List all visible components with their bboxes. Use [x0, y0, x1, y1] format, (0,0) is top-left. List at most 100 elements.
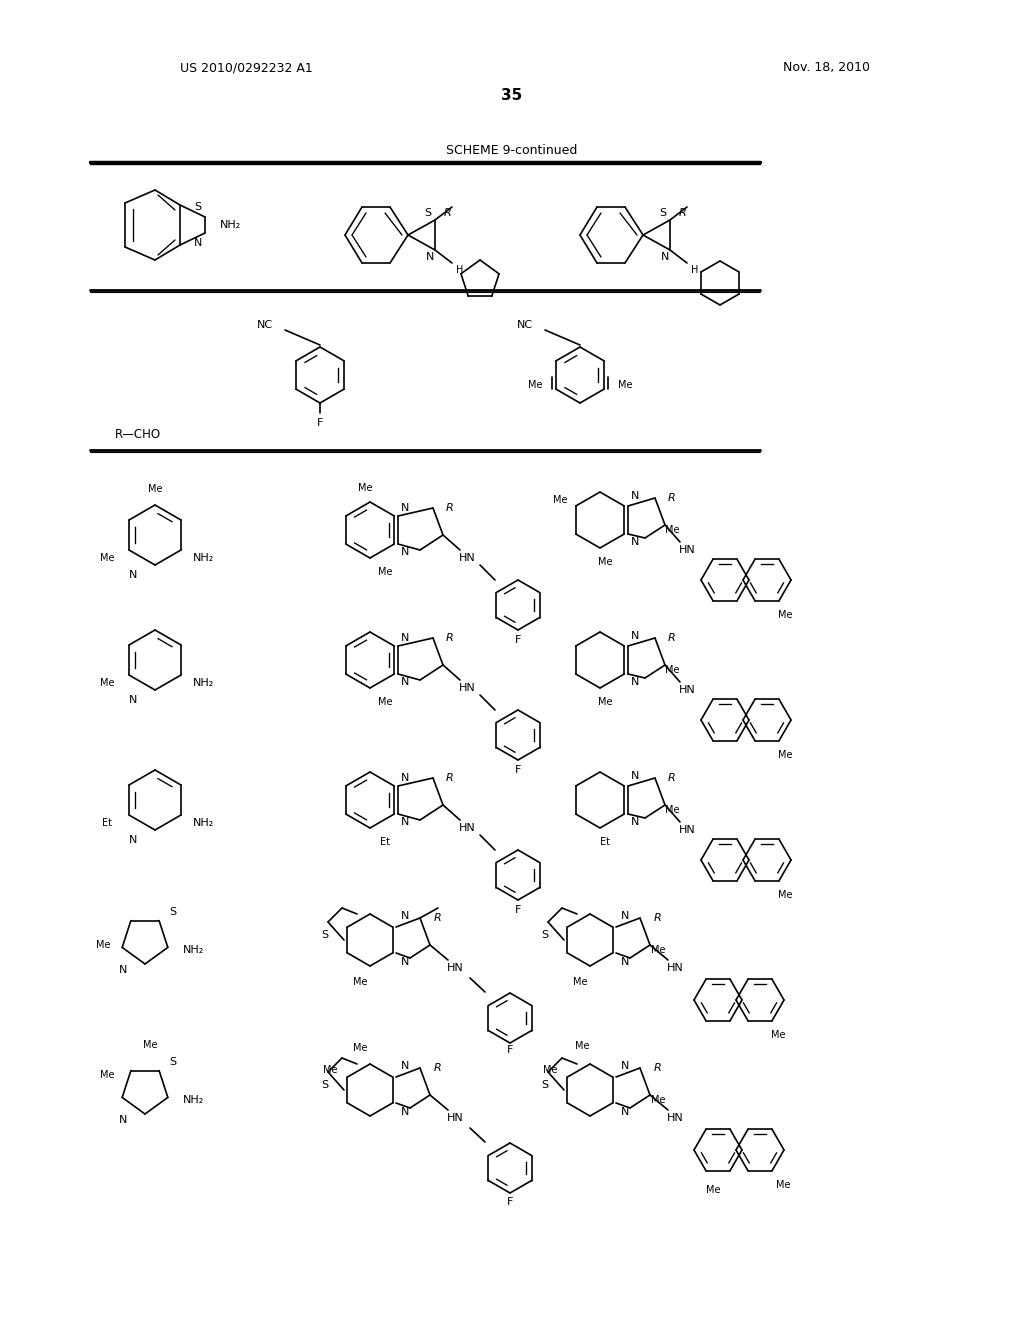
Text: Me: Me — [665, 665, 679, 675]
Text: R: R — [446, 503, 454, 513]
Text: N: N — [129, 836, 137, 845]
Text: N: N — [621, 957, 629, 968]
Text: Me: Me — [650, 945, 666, 954]
Text: N: N — [631, 491, 639, 502]
Text: N: N — [194, 238, 202, 248]
Text: Me: Me — [778, 750, 793, 760]
Text: Me: Me — [665, 805, 679, 814]
Text: Me: Me — [650, 1096, 666, 1105]
Text: NC: NC — [257, 319, 273, 330]
Text: Me: Me — [771, 1030, 785, 1040]
Text: R: R — [654, 1063, 662, 1073]
Text: N: N — [631, 537, 639, 546]
Text: HN: HN — [459, 682, 475, 693]
Text: Me: Me — [323, 1065, 337, 1074]
Text: SCHEME 9-continued: SCHEME 9-continued — [446, 144, 578, 157]
Text: Me: Me — [527, 380, 543, 389]
Text: Me: Me — [378, 568, 392, 577]
Text: N: N — [400, 503, 410, 513]
Text: N: N — [400, 634, 410, 643]
Text: N: N — [400, 957, 410, 968]
Text: Me: Me — [778, 890, 793, 900]
Text: Me: Me — [553, 495, 567, 506]
Text: N: N — [129, 570, 137, 579]
Text: N: N — [129, 696, 137, 705]
Text: S: S — [659, 209, 667, 218]
Text: N: N — [400, 546, 410, 557]
Text: Me: Me — [665, 525, 679, 535]
Text: S: S — [424, 209, 431, 218]
Text: Me: Me — [99, 553, 115, 564]
Text: H: H — [457, 265, 464, 275]
Text: Me: Me — [357, 483, 373, 492]
Text: N: N — [621, 1107, 629, 1117]
Text: NH₂: NH₂ — [183, 1096, 204, 1105]
Text: S: S — [195, 202, 202, 213]
Text: Me: Me — [352, 977, 368, 987]
Text: N: N — [621, 1061, 629, 1071]
Text: Me: Me — [778, 610, 793, 620]
Text: Et: Et — [102, 818, 112, 828]
Text: HN: HN — [679, 825, 695, 836]
Text: R: R — [446, 774, 454, 783]
Text: F: F — [515, 766, 521, 775]
Text: N: N — [660, 252, 670, 261]
Text: Me: Me — [706, 1185, 720, 1195]
Text: Me: Me — [543, 1065, 557, 1074]
Text: Me: Me — [99, 678, 115, 688]
Text: NH₂: NH₂ — [220, 220, 242, 230]
Text: R: R — [654, 913, 662, 923]
Text: Me: Me — [574, 1041, 589, 1051]
Text: R: R — [446, 634, 454, 643]
Text: Me: Me — [572, 977, 587, 987]
Text: 35: 35 — [502, 87, 522, 103]
Text: HN: HN — [446, 1113, 464, 1123]
Text: HN: HN — [459, 553, 475, 564]
Text: S: S — [542, 931, 549, 940]
Text: F: F — [515, 906, 521, 915]
Text: NH₂: NH₂ — [183, 945, 204, 954]
Text: HN: HN — [667, 964, 683, 973]
Text: NH₂: NH₂ — [193, 553, 214, 564]
Text: S: S — [322, 1080, 329, 1090]
Text: Me: Me — [352, 1043, 368, 1053]
Text: N: N — [119, 1115, 127, 1125]
Text: Me: Me — [96, 940, 111, 950]
Text: N: N — [621, 911, 629, 921]
Text: N: N — [400, 1061, 410, 1071]
Text: N: N — [400, 677, 410, 686]
Text: N: N — [400, 1107, 410, 1117]
Text: N: N — [400, 817, 410, 828]
Text: R: R — [668, 634, 676, 643]
Text: N: N — [426, 252, 434, 261]
Text: S: S — [542, 1080, 549, 1090]
Text: Me: Me — [776, 1180, 791, 1191]
Text: N: N — [631, 677, 639, 686]
Text: Me: Me — [142, 1040, 158, 1049]
Text: HN: HN — [679, 685, 695, 696]
Text: N: N — [119, 965, 127, 975]
Text: NC: NC — [517, 319, 534, 330]
Text: HN: HN — [459, 822, 475, 833]
Text: HN: HN — [667, 1113, 683, 1123]
Text: N: N — [631, 817, 639, 828]
Text: HN: HN — [679, 545, 695, 554]
Text: F: F — [507, 1045, 513, 1055]
Text: F: F — [316, 418, 324, 428]
Text: NH₂: NH₂ — [193, 818, 214, 828]
Text: Et: Et — [380, 837, 390, 847]
Text: Me: Me — [617, 380, 632, 389]
Text: Et: Et — [600, 837, 610, 847]
Text: US 2010/0292232 A1: US 2010/0292232 A1 — [180, 62, 312, 74]
Text: N: N — [400, 911, 410, 921]
Text: R: R — [434, 1063, 442, 1073]
Text: H: H — [691, 265, 698, 275]
Text: F: F — [515, 635, 521, 645]
Text: N: N — [631, 631, 639, 642]
Text: R: R — [434, 913, 442, 923]
Text: N: N — [400, 774, 410, 783]
Text: Me: Me — [99, 1071, 115, 1080]
Text: S: S — [322, 931, 329, 940]
Text: HN: HN — [446, 964, 464, 973]
Text: NH₂: NH₂ — [193, 678, 214, 688]
